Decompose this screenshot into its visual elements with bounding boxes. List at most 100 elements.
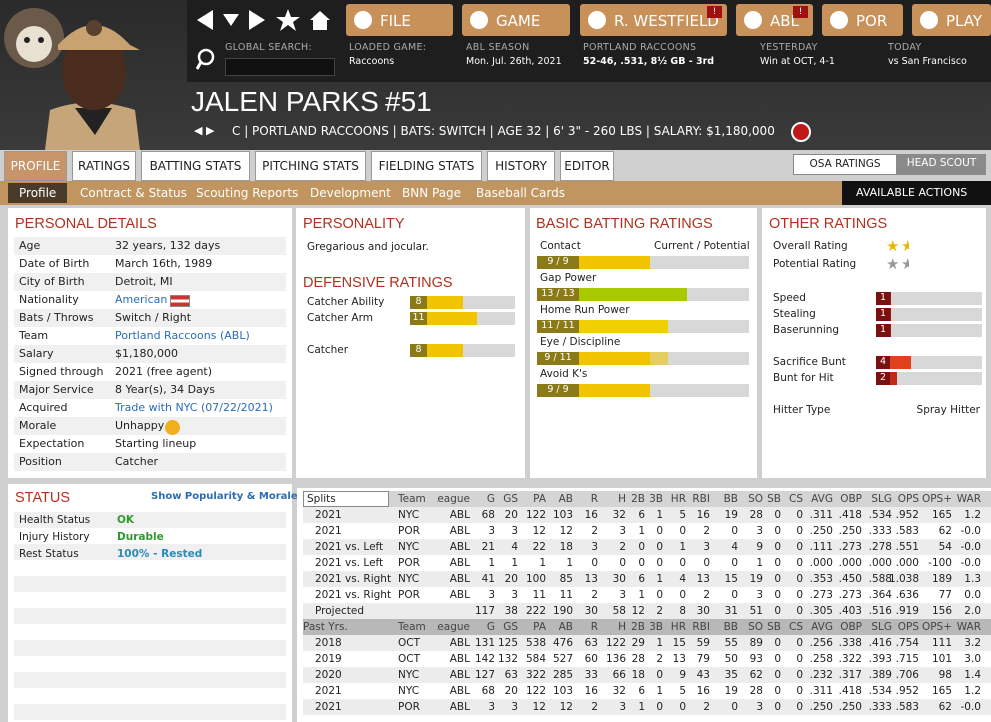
button-icon xyxy=(354,11,372,29)
nav-button[interactable]: PLAY xyxy=(912,4,991,36)
cell: 0 xyxy=(731,557,738,569)
cell: 2 xyxy=(619,541,626,553)
detail-label: City of Birth xyxy=(19,275,85,288)
toggle-scout[interactable]: HEAD SCOUT xyxy=(897,154,986,175)
detail-value: March 16th, 1989 xyxy=(115,257,213,270)
cell: 1 xyxy=(511,557,518,569)
status-link[interactable]: Show Popularity & Morale xyxy=(151,491,298,502)
subtab[interactable]: BNN Page xyxy=(402,186,462,200)
bar-value: 11 xyxy=(410,312,427,325)
cell: 30 xyxy=(612,573,626,585)
column-header: League xyxy=(437,493,470,505)
cell: 0 xyxy=(703,557,710,569)
search-box[interactable] xyxy=(225,58,335,76)
cell: .551 xyxy=(895,541,919,553)
column-header: RBI xyxy=(692,493,710,505)
cell: .000 xyxy=(809,557,833,569)
tab[interactable]: BATTING STATS xyxy=(141,151,250,181)
nav-button[interactable]: ABL xyxy=(736,4,813,36)
tab[interactable]: RATINGS xyxy=(72,151,136,181)
bar-value: 11 / 11 xyxy=(537,320,579,333)
cell: 13 xyxy=(672,653,686,665)
subtab[interactable]: Scouting Reports xyxy=(196,186,299,200)
cell: 38 xyxy=(504,605,518,617)
cell: 0 xyxy=(774,653,781,665)
detail-row xyxy=(14,327,286,345)
cell: .588 xyxy=(868,573,892,585)
panel-title: DEFENSIVE RATINGS xyxy=(303,275,453,291)
cell: 28 xyxy=(631,653,645,665)
tab[interactable]: FIELDING STATS xyxy=(371,151,482,181)
bar-value: 4 xyxy=(876,356,890,369)
subtab[interactable]: Contract & Status xyxy=(80,186,187,200)
cell: 3 xyxy=(511,701,518,713)
column-header: BB xyxy=(723,493,738,505)
bar-track xyxy=(876,292,982,305)
cell: 122 xyxy=(525,509,546,521)
nav-button[interactable]: R. WESTFIELD xyxy=(580,4,727,36)
splits-dropdown[interactable] xyxy=(303,491,389,507)
cell: .715 xyxy=(895,653,919,665)
column-header: H xyxy=(618,621,626,633)
cell: 2021 xyxy=(315,685,342,697)
status-panel: STATUS Show Popularity & Morale Health Sta… xyxy=(8,484,298,722)
nav-button[interactable]: POR xyxy=(822,4,903,36)
cell: 0 xyxy=(656,589,663,601)
column-header: 2B xyxy=(631,493,645,505)
cell: 12 xyxy=(559,701,573,713)
cell: 30 xyxy=(696,605,710,617)
cell: .389 xyxy=(868,669,892,681)
cell: 2 xyxy=(656,653,663,665)
rating-label: Avoid K's xyxy=(540,368,588,380)
cell: .418 xyxy=(838,509,862,521)
actions[interactable]: AVAILABLE ACTIONS xyxy=(842,181,991,205)
tab[interactable]: HISTORY xyxy=(487,151,555,181)
column-header: AB xyxy=(558,493,573,505)
cell: 0 xyxy=(774,669,781,681)
subtab[interactable]: Profile xyxy=(8,183,68,203)
cell: 12 xyxy=(631,605,645,617)
cell: ABL xyxy=(449,669,470,681)
cell: 0 xyxy=(619,557,626,569)
tab[interactable]: EDITOR xyxy=(560,151,614,181)
column-header: RBI xyxy=(692,621,710,633)
cell: .418 xyxy=(838,685,862,697)
nav-icons[interactable] xyxy=(195,8,335,32)
table-row xyxy=(303,683,991,699)
nav-button[interactable]: GAME xyxy=(462,4,570,36)
cell: 32 xyxy=(612,685,626,697)
subtab[interactable]: Development xyxy=(310,186,391,200)
detail-value: Switch / Right xyxy=(115,311,192,324)
cell: 16 xyxy=(696,509,710,521)
cell: NYC xyxy=(398,509,420,521)
tab[interactable]: PITCHING STATS xyxy=(255,151,366,181)
cell: 68 xyxy=(481,509,495,521)
cell: .250 xyxy=(838,701,862,713)
tab[interactable]: PROFILE xyxy=(4,151,67,181)
cell: 101 xyxy=(931,653,952,665)
column-header: Team xyxy=(398,621,426,633)
column-header: SB xyxy=(767,621,781,633)
column-header: HR xyxy=(670,621,686,633)
column-header: R xyxy=(590,493,598,505)
portrait xyxy=(4,8,140,150)
nav-button[interactable]: FILE xyxy=(346,4,453,36)
column-header: WAR xyxy=(956,621,981,633)
toggle-osa[interactable]: OSA RATINGS xyxy=(793,154,897,175)
status-label: Health Status xyxy=(19,514,91,526)
cell: 54 xyxy=(938,541,952,553)
status-row-bg xyxy=(14,544,286,560)
cell: 0 xyxy=(796,525,803,537)
cell: 5 xyxy=(679,509,686,521)
player-name: JALEN PARKS xyxy=(191,86,379,117)
detail-row xyxy=(14,435,286,453)
subtab[interactable]: Baseball Cards xyxy=(476,186,565,200)
button-label: ABL xyxy=(770,12,799,30)
bar-value: 8 xyxy=(410,344,427,357)
cell: 1 xyxy=(539,557,546,569)
cell: 13 xyxy=(584,573,598,585)
search-icon[interactable] xyxy=(196,48,218,72)
player-arrows[interactable]: ◀ ▶ xyxy=(194,124,215,137)
cell: 2021 xyxy=(315,525,342,537)
column-header: OPS+ xyxy=(921,493,952,505)
